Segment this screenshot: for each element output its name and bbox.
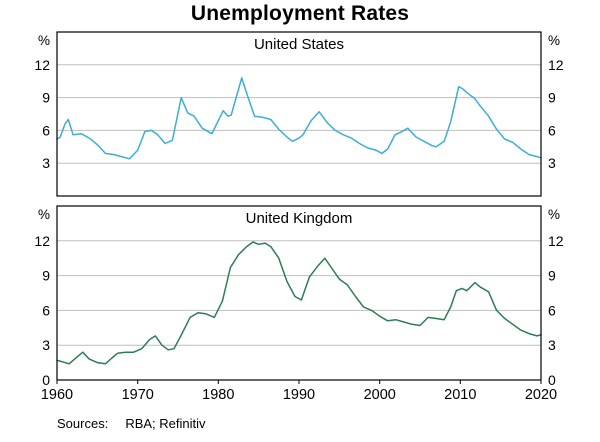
us-series-line bbox=[56, 77, 541, 160]
percent-label-left: % bbox=[38, 207, 50, 222]
uk-series-line bbox=[56, 241, 542, 365]
y-tick-label-left: 9 bbox=[42, 268, 50, 284]
x-tick-label: 2010 bbox=[444, 387, 476, 403]
x-tick-label: 1990 bbox=[283, 387, 315, 403]
y-tick-label-left: 9 bbox=[42, 90, 50, 106]
panel-title: United States bbox=[254, 36, 344, 53]
y-tick-label-right: 12 bbox=[548, 233, 564, 249]
y-tick-label-left: 6 bbox=[42, 302, 50, 318]
y-tick-label-left: 3 bbox=[42, 155, 50, 171]
y-tick-label-right: 6 bbox=[548, 302, 556, 318]
y-tick-label-right: 3 bbox=[548, 337, 556, 353]
sources-text: RBA; Refinitiv bbox=[125, 416, 206, 431]
sources-line: Sources: RBA; Refinitiv bbox=[57, 416, 206, 431]
percent-label-right: % bbox=[548, 33, 560, 48]
y-tick-label-left: 12 bbox=[34, 233, 50, 249]
y-tick-label-right: 0 bbox=[548, 372, 556, 388]
percent-label-right: % bbox=[548, 207, 560, 222]
x-tick-label: 2020 bbox=[525, 387, 557, 403]
panel-border bbox=[56, 205, 542, 381]
y-tick-label-right: 12 bbox=[548, 57, 564, 73]
y-tick-label-left: 6 bbox=[42, 122, 50, 138]
x-tick-label: 1960 bbox=[41, 387, 73, 403]
x-tick-label: 1970 bbox=[122, 387, 154, 403]
y-tick-label-right: 9 bbox=[548, 268, 556, 284]
x-tick-label: 1980 bbox=[202, 387, 234, 403]
unemployment-chart-svg: 3 3 6 6 9 9 12 12% % United States 0 0 3 3 6 6 9 9 12 12% % U… bbox=[34, 31, 564, 403]
panel-title: United Kingdom bbox=[246, 210, 353, 227]
x-tick-label: 2000 bbox=[364, 387, 396, 403]
y-tick-label-left: 12 bbox=[34, 57, 50, 73]
panel-border bbox=[56, 31, 542, 197]
percent-label-left: % bbox=[38, 33, 50, 48]
y-tick-label-right: 6 bbox=[548, 122, 556, 138]
y-tick-label-right: 9 bbox=[548, 90, 556, 106]
chart-title: Unemployment Rates bbox=[190, 2, 410, 25]
sources-label: Sources: bbox=[57, 416, 109, 431]
y-tick-label-left: 3 bbox=[42, 337, 50, 353]
y-tick-label-left: 0 bbox=[42, 372, 50, 388]
y-tick-label-right: 3 bbox=[548, 155, 556, 171]
